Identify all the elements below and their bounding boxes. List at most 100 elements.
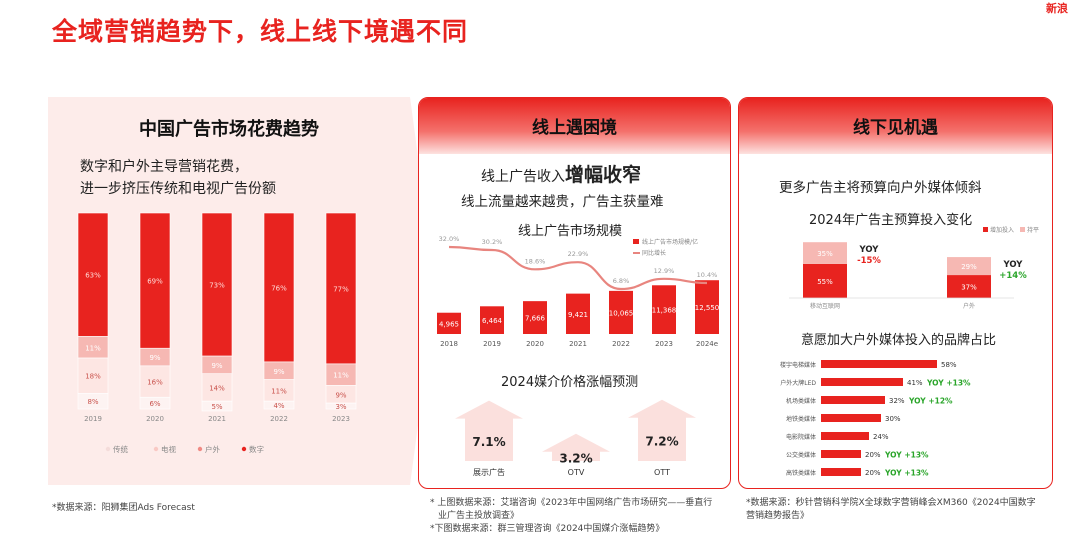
media-category-label: 公交类媒体 [786,451,816,459]
stacked-bar-segment [139,365,171,398]
page-title: 全域营销趋势下，线上线下境遇不同 [52,17,469,46]
media-category-label: 高铁类媒体 [786,469,816,477]
stacked-bar-segment [201,400,233,412]
segment-label: 3% [335,403,346,411]
segment-label: 16% [147,379,163,387]
legend-swatch-increase [983,227,988,232]
right-source-line1: *数据来源：秒针营销科学院X全球数字营销峰会XM360《2024中国数字 [746,498,1036,508]
growth-rate-line [448,245,708,291]
left-subtitle-line1: 数字和户外主导营销花费， [80,159,248,175]
market-size-bar [480,306,504,334]
brand-share-bar [821,432,869,440]
budget-flat-bar [947,257,991,276]
stacked-bar-segment [263,400,295,410]
forecast-category-label: OTT [654,468,670,477]
legend-label: 增加投入 [990,226,1014,234]
budget-category-label: 户外 [963,302,975,310]
online-subline: 线上流量越来越贵，广告主获量难 [461,194,664,210]
market-size-bar [609,290,633,334]
segment-label: 9% [335,391,346,399]
legend-dot [153,446,159,452]
bar-value-label: 4,965 [439,320,459,328]
budget-flat-bar [803,242,847,264]
market-size-bar [523,301,547,334]
segment-label: 76% [271,284,287,292]
stacked-bar-segment [201,212,233,357]
forecast-title: 2024媒介价格涨幅预测 [501,375,639,390]
online-headline-emphasis: 增幅收窄 [565,164,642,186]
brand-share-bar [821,360,937,368]
online-card-header: 线上遇困境 [419,98,730,154]
brand-share-value: 30% [885,415,901,423]
segment-label: 11% [271,387,287,395]
forecast-category-label: OTV [568,468,585,477]
legend-dot [105,446,111,452]
segment-label: 6% [149,400,160,408]
right-source-note: *数据来源：秒针营销科学院X全球数字营销峰会XM360《2024中国数字 营销趋… [746,497,1036,523]
segment-label: 8% [87,398,98,406]
segment-label: 63% [85,272,101,280]
x-tick-label: 2018 [440,340,458,348]
growth-rate-label: 18.6% [525,257,546,265]
online-headline-prefix: 线上广告收入 [481,169,565,185]
growth-rate-label: 6.8% [613,277,630,285]
segment-label: 11% [85,344,101,352]
legend-label: 持平 [1027,226,1039,234]
outdoor-brand-share-chart: 楼宇电梯媒体 58%户外大牌LED 41% YOY +13%机场类媒体 32% YOY +… [780,360,971,478]
segment-label: 9% [211,362,222,370]
x-tick-label: 2021 [208,415,226,423]
growth-rate-label: 10.4% [697,271,718,279]
brand-share-value: 20% [865,451,881,459]
bar-value-label: 7,666 [525,315,546,323]
budget-category-label: 移动互联网 [810,302,840,310]
segment-label: 69% [147,278,163,286]
legend-label: 传统 [113,444,128,454]
budget-increase-bar [803,263,847,298]
left-panel-subtitle: 数字和户外主导营销花费， 进一步挤压传统和电视广告份额 [80,156,400,200]
forecast-value-label: 7.2% [645,434,678,448]
media-category-label: 地铁类媒体 [786,415,816,423]
brand-share-bar [821,450,861,458]
bar-value-label: 11,368 [652,307,677,315]
legend-label: 户外 [205,444,220,454]
mid-source-note: * 上图数据来源：艾瑞咨询《2023年中国网络广告市场研究——垂直行 业广告主投… [430,497,712,536]
yoy-value: -15% [857,256,881,266]
segment-label: 18% [85,373,101,381]
segment-label: 4% [273,402,284,410]
market-size-bar [566,293,590,334]
offline-card-header: 线下见机遇 [739,98,1052,154]
media-category-label: 电影院媒体 [786,433,816,441]
offline-card: 线下见机遇 更多广告主将预算向户外媒体倾斜 2024年广告主预算投入变化 55%… [738,97,1053,489]
yoy-label: YOY [1003,260,1024,270]
yoy-annotation: YOY +12% [908,397,953,406]
x-tick-label: 2019 [483,340,501,348]
x-tick-label: 2022 [270,415,288,423]
offline-card-title: 线下见机遇 [853,118,938,138]
legend-dot [197,446,203,452]
brand-share-bar [821,468,861,476]
left-source-note: *数据来源：阳狮集团Ads Forecast [52,503,195,513]
legend-label: 线上广告市场规模/亿 [642,238,698,246]
budget-increase-bar [947,275,991,298]
stacked-bar-segment [77,393,109,410]
price-increase-arrow [628,399,696,461]
media-category-label: 户外大牌LED [780,379,816,387]
brand-share-value: 58% [941,361,957,369]
budget-title: 2024年广告主预算投入变化 [809,213,973,228]
segment-label: 77% [333,285,349,293]
brand-logo: 新浪 [1046,2,1068,15]
legend-swatch-bar [633,239,639,244]
x-tick-label: 2020 [146,415,164,423]
online-chart-title: 线上广告市场规模 [518,224,623,239]
mid-source-line3: *下图数据来源：群三管理咨询《2024中国媒介涨幅趋势》 [430,524,665,534]
brand-share-bar [821,378,903,386]
budget-increase-label: 55% [817,278,833,286]
brand-share-title: 意愿加大户外媒体投入的品牌占比 [801,333,997,348]
yoy-value: +14% [999,271,1027,281]
stacked-bar-segment [263,212,295,363]
brand-share-bar [821,396,885,404]
segment-label: 73% [209,282,225,290]
x-tick-label: 2020 [526,340,544,348]
growth-rate-label: 30.2% [482,238,503,246]
